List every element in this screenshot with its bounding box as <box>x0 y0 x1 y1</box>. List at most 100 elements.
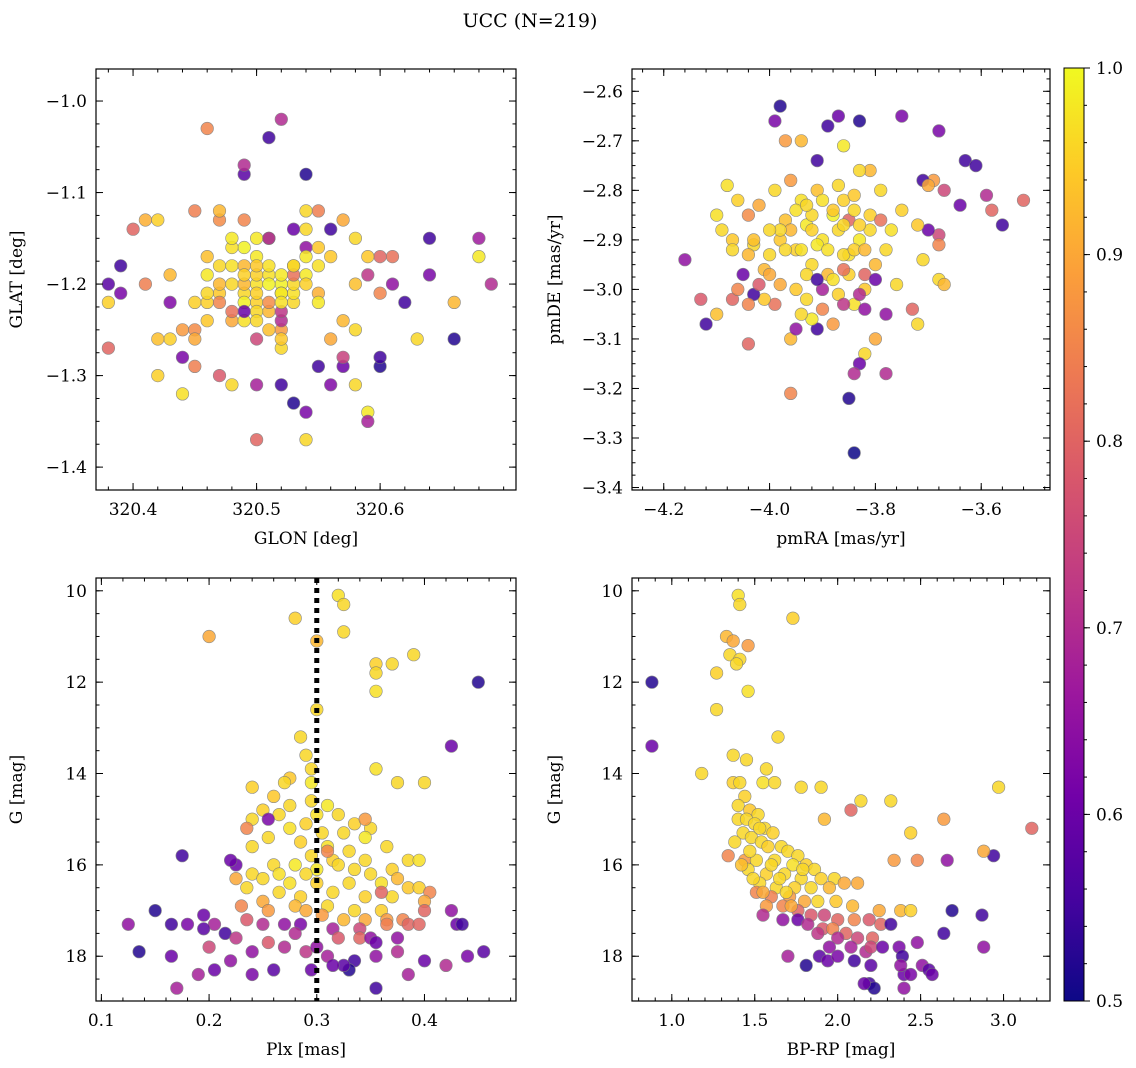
data-point <box>331 858 345 872</box>
data-point <box>874 183 888 197</box>
x-tick-label: 0.2 <box>196 1011 223 1031</box>
data-point <box>274 332 288 346</box>
data-point <box>709 702 724 717</box>
y-tick-label: 10 <box>65 582 87 602</box>
data-point <box>250 286 264 300</box>
data-point <box>336 350 350 364</box>
data-point <box>879 243 893 257</box>
data-point <box>364 867 378 881</box>
data-point <box>897 981 911 995</box>
data-point <box>734 858 749 872</box>
data-point <box>272 867 286 881</box>
data-point <box>277 775 292 790</box>
data-point <box>678 253 692 267</box>
y-tick-label: −3.4 <box>582 479 623 499</box>
data-point <box>472 231 486 245</box>
data-point <box>283 798 297 813</box>
data-point <box>261 830 275 845</box>
data-point <box>766 826 780 840</box>
data-point <box>412 853 426 867</box>
data-point <box>417 954 432 968</box>
data-point <box>225 259 239 273</box>
data-point <box>854 794 868 808</box>
data-point <box>786 611 800 625</box>
data-point <box>911 317 925 331</box>
data-point <box>348 378 363 392</box>
data-point <box>274 112 288 126</box>
data-point <box>240 881 254 895</box>
data-point <box>401 967 415 982</box>
y-axis-label: pmDE [mas/yr] <box>545 214 565 344</box>
data-point <box>245 839 259 854</box>
data-point <box>283 821 297 835</box>
data-point <box>789 282 803 297</box>
data-point <box>262 259 276 273</box>
data-point <box>455 917 469 931</box>
y-tick-label: −2.7 <box>582 132 623 152</box>
colorbar-tick-label: 0.9 <box>1096 246 1123 266</box>
data-point <box>311 259 326 273</box>
y-axis-label: GLAT [deg] <box>7 230 27 328</box>
data-point <box>471 675 485 689</box>
data-point <box>207 963 222 977</box>
data-point <box>729 657 744 671</box>
data-point <box>911 218 925 232</box>
data-point <box>299 903 313 918</box>
data-point <box>237 268 251 282</box>
data-point <box>164 917 178 931</box>
data-point <box>868 272 883 287</box>
data-point <box>175 849 189 863</box>
data-point <box>645 739 659 753</box>
data-point <box>733 775 747 790</box>
data-point <box>324 222 338 236</box>
data-point <box>369 935 383 950</box>
data-point <box>188 204 202 218</box>
data-point <box>369 684 383 698</box>
data-point <box>868 332 883 346</box>
data-point <box>862 913 876 927</box>
data-point <box>390 775 405 790</box>
data-point <box>114 259 128 273</box>
data-point <box>324 332 338 346</box>
data-point <box>645 675 659 689</box>
x-tick-label: −4.2 <box>643 500 684 520</box>
x-tick-label: 1.0 <box>658 1011 685 1031</box>
data-point <box>810 154 824 168</box>
data-point <box>311 359 326 374</box>
data-point <box>164 949 178 963</box>
data-point <box>299 817 313 831</box>
data-point <box>904 903 918 918</box>
data-point <box>342 844 356 858</box>
data-point <box>234 899 248 913</box>
data-point <box>398 295 412 310</box>
data-point <box>373 286 387 300</box>
data-point <box>699 317 713 331</box>
data-point <box>887 853 901 867</box>
data-point <box>390 945 405 959</box>
data-point <box>191 967 205 982</box>
data-point <box>299 222 313 236</box>
data-point <box>385 657 399 671</box>
data-point <box>772 871 787 886</box>
data-point <box>163 268 177 282</box>
colorbar-tick-label: 0.6 <box>1096 805 1123 825</box>
data-point <box>358 830 372 845</box>
bprp-g-points <box>645 588 1039 995</box>
data-point <box>797 894 812 909</box>
data-point <box>858 243 872 257</box>
data-point <box>831 931 845 945</box>
data-point <box>267 963 281 977</box>
data-point <box>762 223 777 237</box>
data-point <box>768 114 782 128</box>
data-point <box>261 812 275 826</box>
data-point <box>991 780 1006 794</box>
y-tick-label: −2.9 <box>582 231 623 251</box>
data-point <box>126 222 140 236</box>
data-point <box>277 917 292 931</box>
data-point <box>410 332 424 346</box>
data-point <box>937 812 951 826</box>
data-point <box>422 231 437 245</box>
data-point <box>250 332 264 346</box>
data-point <box>940 853 954 867</box>
data-point <box>764 858 778 872</box>
